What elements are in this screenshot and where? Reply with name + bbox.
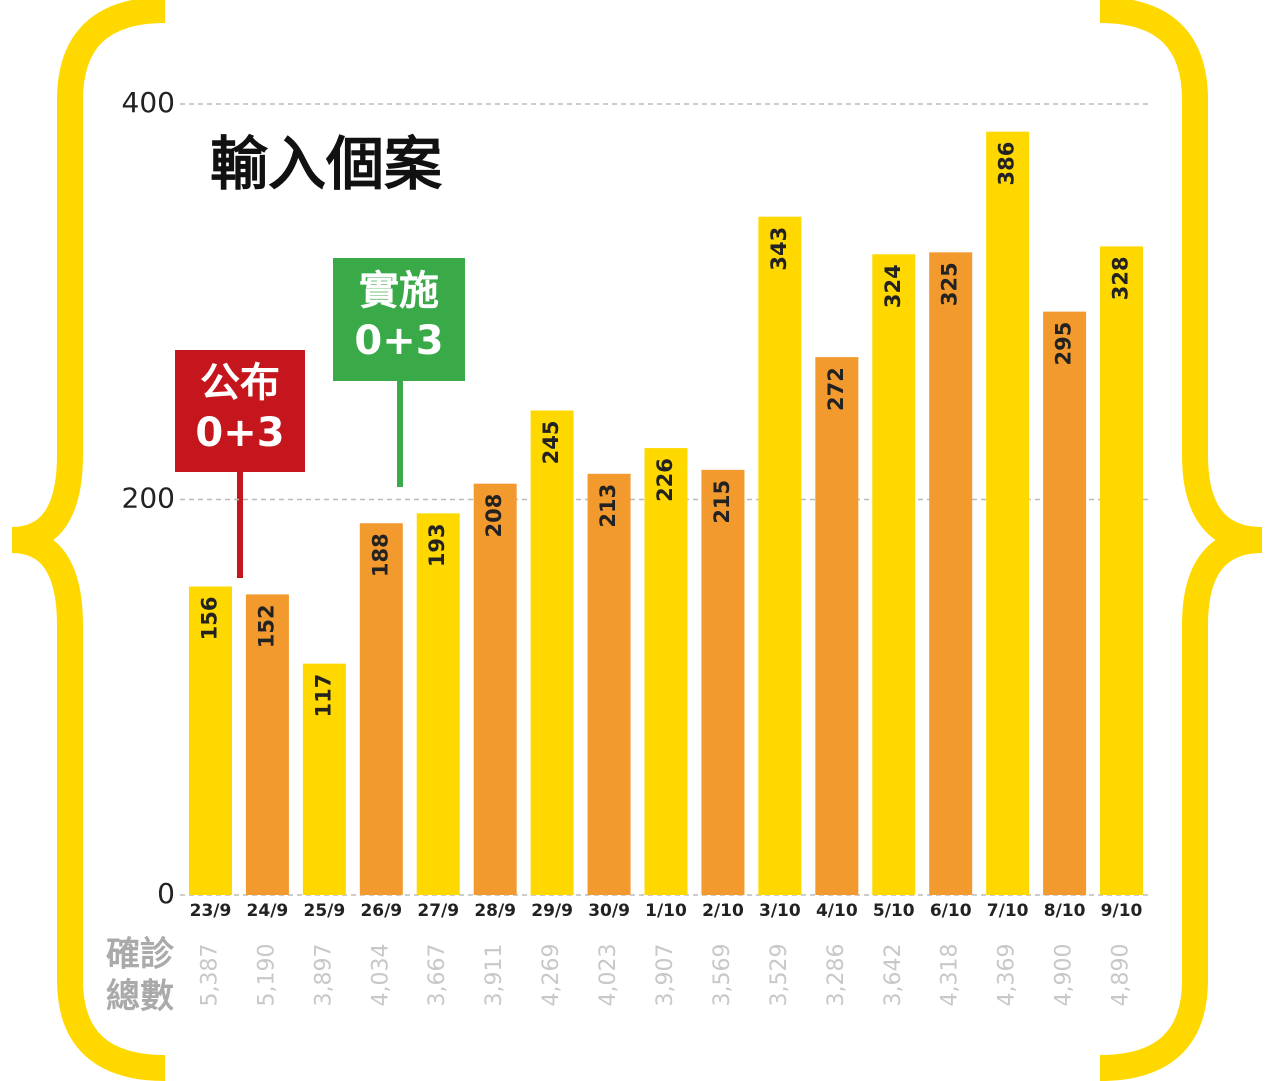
bar (815, 357, 859, 895)
total-label: 5,387 (197, 944, 222, 1007)
bar (872, 254, 916, 896)
x-tick-label: 27/9 (417, 901, 459, 921)
total-label: 3,286 (824, 944, 849, 1007)
bar (302, 663, 346, 895)
x-tick-label: 26/9 (360, 901, 402, 921)
value-label: 328 (1109, 256, 1133, 300)
bar (701, 469, 745, 895)
value-label: 245 (539, 421, 563, 465)
value-label: 156 (197, 597, 221, 641)
total-label: 3,911 (482, 944, 507, 1007)
annotation-text: 公布 (200, 360, 280, 406)
value-label: 226 (653, 458, 677, 502)
total-label: 4,269 (539, 944, 564, 1007)
value-label: 213 (596, 484, 620, 528)
value-label: 208 (482, 494, 506, 538)
value-label: 295 (1052, 322, 1076, 366)
bar (473, 483, 517, 895)
x-tick-label: 1/10 (645, 901, 687, 921)
value-label: 324 (881, 264, 905, 308)
y-tick-label: 0 (157, 877, 175, 910)
total-label: 3,897 (311, 944, 336, 1007)
total-label: 3,569 (710, 944, 735, 1007)
annotation-text: 0+3 (195, 410, 284, 456)
total-label: 3,907 (653, 944, 678, 1007)
bar (1100, 246, 1144, 895)
annotation-box (333, 258, 465, 381)
x-tick-label: 29/9 (531, 901, 573, 921)
x-tick-label: 6/10 (930, 901, 972, 921)
total-label: 3,667 (425, 944, 450, 1007)
x-tick-label: 28/9 (474, 901, 516, 921)
chart-title: 輸入個案 (210, 130, 443, 198)
value-label: 325 (938, 262, 962, 306)
x-tick-label: 25/9 (304, 901, 346, 921)
y-tick-label: 200 (122, 482, 175, 515)
value-label: 188 (368, 533, 392, 577)
value-label: 343 (767, 227, 791, 271)
annotation-box (175, 350, 305, 472)
value-label: 272 (824, 367, 848, 411)
total-label: 4,900 (1052, 944, 1077, 1007)
total-label: 4,369 (995, 944, 1020, 1007)
bar (986, 131, 1030, 895)
bar (644, 448, 688, 895)
y-tick-label: 400 (122, 86, 175, 119)
x-tick-label: 5/10 (873, 901, 915, 921)
left-brace (11, 0, 166, 1081)
x-tick-label: 24/9 (247, 901, 289, 921)
totals-title: 確診 (106, 935, 175, 975)
x-tick-label: 2/10 (702, 901, 744, 921)
x-tick-label: 9/10 (1101, 901, 1143, 921)
total-label: 3,642 (881, 944, 906, 1007)
value-label: 386 (995, 142, 1019, 186)
totals-title: 總數 (106, 977, 174, 1017)
right-brace (1099, 0, 1263, 1081)
x-tick-label: 23/9 (190, 901, 232, 921)
x-tick-label: 8/10 (1044, 901, 1086, 921)
total-label: 4,318 (938, 944, 963, 1007)
bar (245, 594, 289, 895)
annotation-text: 實施 (359, 268, 439, 314)
bar (929, 252, 973, 895)
bar (530, 410, 574, 895)
x-tick-label: 3/10 (759, 901, 801, 921)
x-tick-label: 30/9 (588, 901, 630, 921)
bar (359, 523, 403, 895)
value-label: 215 (710, 480, 734, 524)
value-label: 117 (311, 674, 335, 718)
x-tick-label: 4/10 (816, 901, 858, 921)
bar (416, 513, 460, 895)
annotation-text: 0+3 (354, 318, 443, 364)
value-label: 152 (254, 604, 278, 648)
bar (587, 473, 631, 895)
total-label: 4,023 (596, 944, 621, 1007)
total-label: 3,529 (767, 944, 792, 1007)
total-label: 5,190 (254, 944, 279, 1007)
total-label: 4,034 (368, 944, 393, 1007)
bar (188, 586, 232, 895)
value-label: 193 (425, 523, 449, 567)
x-tick-label: 7/10 (987, 901, 1029, 921)
total-label: 4,890 (1109, 944, 1134, 1007)
bar (758, 216, 802, 895)
bar (1043, 311, 1087, 895)
